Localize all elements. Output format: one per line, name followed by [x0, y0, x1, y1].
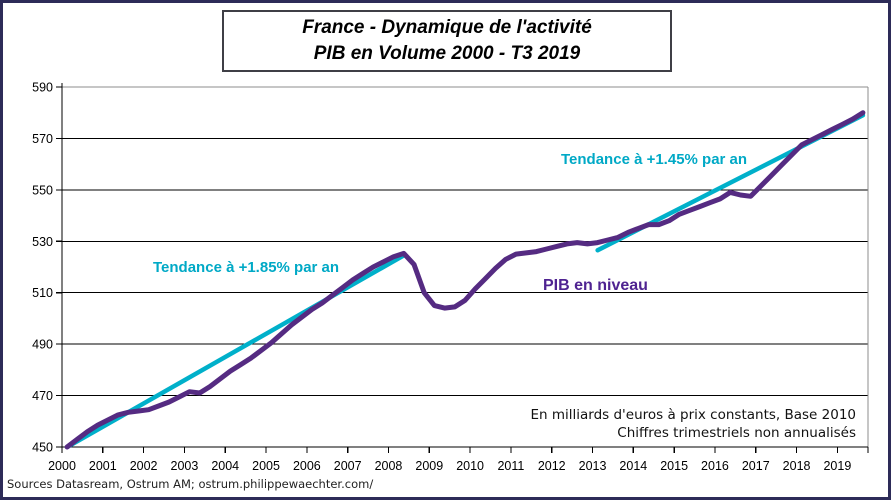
note-units: En milliards d'euros à prix constants, B… [530, 407, 856, 423]
x-tick-label: 2002 [130, 459, 158, 473]
y-tick-label: 510 [32, 286, 53, 300]
x-tick-label: 2011 [497, 459, 524, 473]
y-tick-label: 490 [32, 338, 53, 352]
y-tick-label: 550 [32, 183, 53, 197]
y-tick-label: 530 [32, 235, 53, 249]
pib-line [64, 110, 866, 450]
x-tick-label: 2005 [252, 459, 280, 473]
x-tick-label: 2014 [619, 459, 647, 473]
x-tick-label: 2015 [660, 459, 688, 473]
pib-series-annotation: PIB en niveau [543, 277, 648, 294]
x-tick-label: 2019 [823, 459, 851, 473]
x-tick-label: 2000 [48, 459, 76, 473]
x-tick-label: 2003 [171, 459, 199, 473]
y-tick-label: 570 [32, 132, 53, 146]
y-tick-label: 590 [32, 81, 53, 95]
x-tick-label: 2001 [89, 459, 117, 473]
x-tick-label: 2010 [456, 459, 484, 473]
source-caption: Sources Datasream, Ostrum AM; ostrum.phi… [7, 477, 374, 491]
x-tick-label: 2009 [415, 459, 443, 473]
x-tick-label: 2012 [538, 459, 566, 473]
note-frequency: Chiffres trimestriels non annualisés [617, 425, 856, 441]
x-tick-label: 2008 [375, 459, 403, 473]
chart-title-line1: France - Dynamique de l'activité [302, 17, 592, 38]
x-tick-label: 2007 [334, 459, 362, 473]
x-tick-label: 2018 [783, 459, 811, 473]
x-tick-label: 2004 [211, 459, 239, 473]
trend-line-1 [64, 253, 407, 450]
y-tick-label: 450 [32, 441, 53, 455]
x-tick-label: 2006 [293, 459, 321, 473]
trend1-annotation: Tendance à +1.85% par an [153, 259, 340, 276]
chart-title-line2: PIB en Volume 2000 - T3 2019 [313, 43, 581, 64]
y-tick-label: 470 [32, 389, 53, 403]
chart-notes: En milliards d'euros à prix constants, B… [530, 406, 856, 442]
x-tick-label: 2013 [579, 459, 607, 473]
trend2-annotation: Tendance à +1.45% par an [561, 151, 748, 168]
chart-title-box: France - Dynamique de l'activité PIB en … [222, 10, 672, 72]
x-tick-label: 2016 [701, 459, 729, 473]
x-tick-label: 2017 [742, 459, 770, 473]
